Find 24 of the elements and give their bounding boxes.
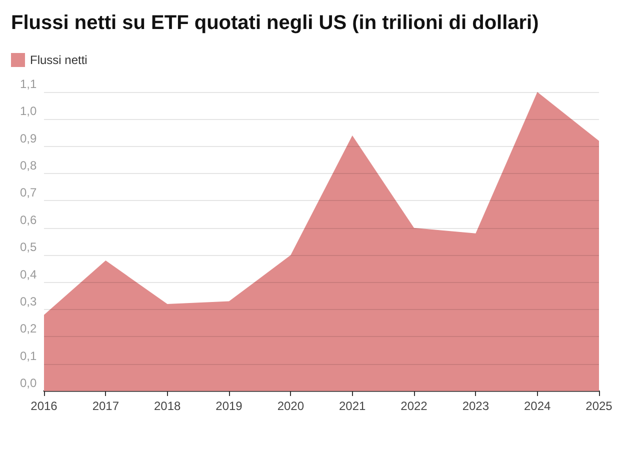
x-tick-label: 2021: [338, 399, 366, 413]
y-tick-label: 0,4: [20, 267, 38, 282]
x-tick-label: 2023: [462, 399, 490, 413]
y-tick-label: 0,7: [20, 186, 38, 200]
y-tick-label: 0,0: [20, 376, 38, 390]
y-tick-label: 0,6: [20, 212, 38, 227]
y-tick-label: 0,2: [20, 322, 38, 336]
chart-title: Flussi netti su ETF quotati negli US (in trilioni di dollari): [11, 12, 539, 34]
y-tick-label: 1,0: [20, 104, 38, 118]
y-tick-label: 1,1: [20, 77, 38, 91]
y-tick-label: 0,1: [20, 348, 38, 363]
x-tick-label: 2017: [92, 399, 120, 413]
x-tick-label: 2016: [30, 399, 58, 413]
y-tick-label: 0,9: [20, 131, 38, 146]
y-tick-label: 0,8: [20, 158, 38, 173]
x-tick-label: 2025: [586, 399, 613, 413]
x-tick-label: 2020: [277, 399, 304, 413]
legend-label: Flussi netti: [30, 53, 88, 67]
y-tick-label: 0,5: [20, 240, 38, 254]
x-tick-label: 2024: [524, 399, 552, 413]
x-tick-label: 2019: [216, 399, 243, 413]
x-tick-label: 2022: [400, 399, 428, 413]
y-tick-label: 0,3: [20, 294, 38, 308]
x-tick-label: 2018: [154, 399, 182, 413]
